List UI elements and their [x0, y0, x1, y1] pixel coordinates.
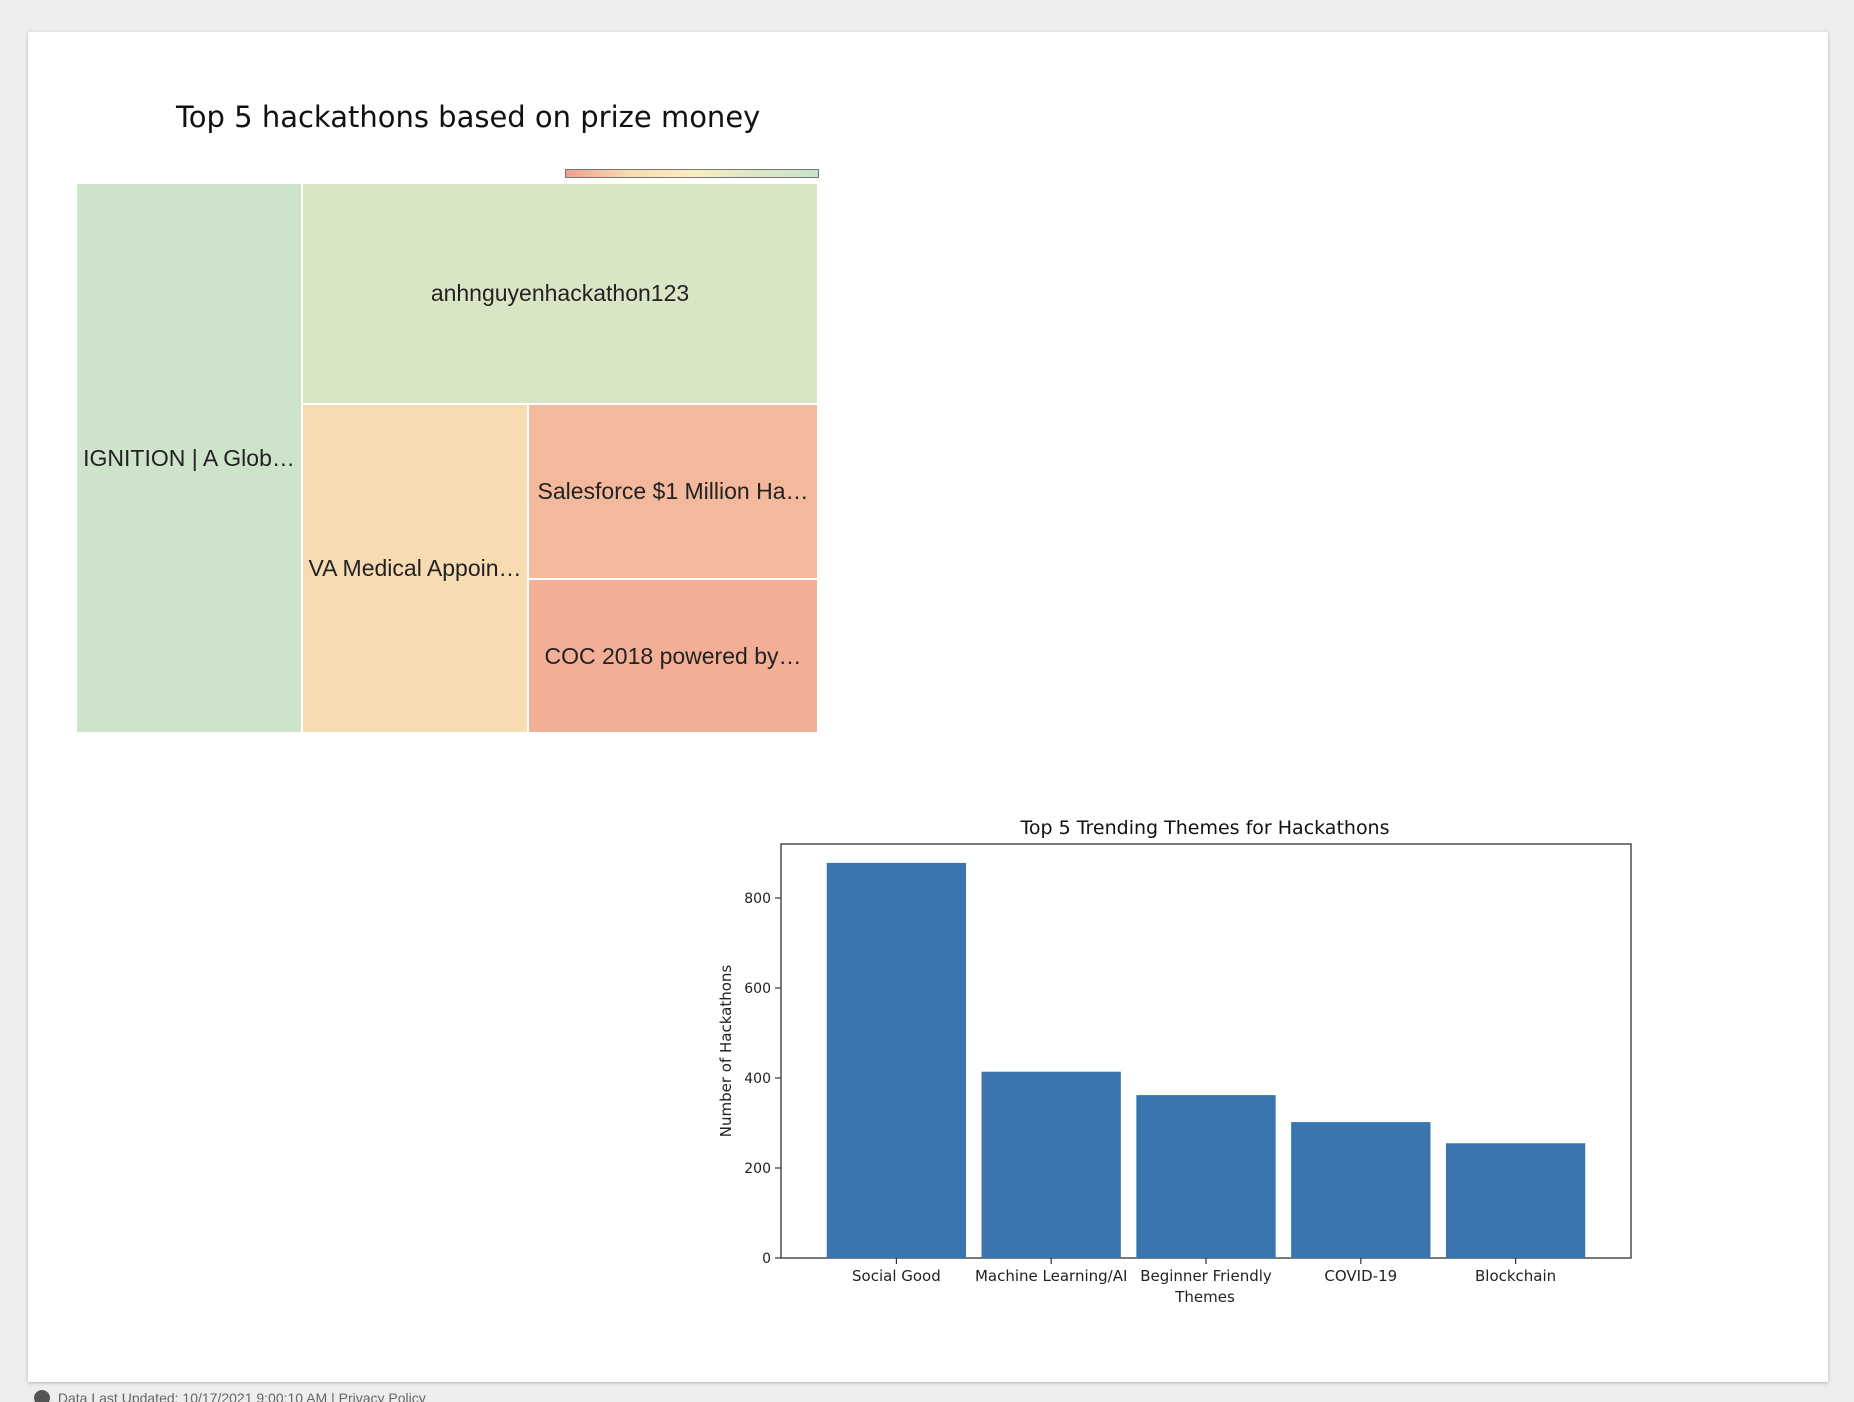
- bar-chart-title: Top 5 Trending Themes for Hackathons: [1019, 817, 1389, 839]
- y-tick-label: 800: [744, 891, 771, 907]
- bar-4[interactable]: [1445, 1143, 1586, 1258]
- x-tick-label: COVID-19: [1324, 1267, 1397, 1285]
- y-tick-label: 0: [762, 1251, 771, 1267]
- treemap-cell-anhnguyen[interactable]: anhnguyenhackathon123: [302, 183, 818, 404]
- bar-0[interactable]: [826, 862, 967, 1258]
- x-tick-label: Machine Learning/AI: [975, 1267, 1127, 1285]
- treemap-color-scale: [565, 169, 819, 178]
- bar-1[interactable]: [981, 1071, 1121, 1258]
- y-axis-label: Number of Hackathons: [717, 965, 735, 1138]
- footer-separator: |: [331, 1390, 335, 1402]
- privacy-policy-link[interactable]: Privacy Policy: [338, 1390, 426, 1402]
- footer: Data Last Updated: 10/17/2021 9:00:10 AM…: [34, 1390, 426, 1402]
- treemap-cell-va-medical[interactable]: VA Medical Appoin…: [302, 404, 528, 733]
- x-tick-label: Beginner Friendly: [1140, 1267, 1272, 1285]
- treemap-cell-coc-2018[interactable]: COC 2018 powered by…: [528, 579, 818, 733]
- bar-2[interactable]: [1136, 1095, 1276, 1258]
- treemap-cell-ignition[interactable]: IGNITION | A Glob…: [76, 183, 302, 733]
- y-tick-label: 400: [744, 1071, 771, 1087]
- y-tick-label: 200: [744, 1161, 771, 1177]
- info-icon: [34, 1390, 50, 1402]
- x-tick-label: Blockchain: [1475, 1267, 1556, 1285]
- treemap-cell-salesforce[interactable]: Salesforce $1 Million Ha…: [528, 404, 818, 579]
- x-tick-label: Social Good: [852, 1267, 941, 1285]
- footer-last-updated: Data Last Updated: 10/17/2021 9:00:10 AM: [57, 1390, 328, 1402]
- y-tick-label: 600: [744, 981, 771, 997]
- treemap-title: Top 5 hackathons based on prize money: [176, 100, 761, 134]
- bar-3[interactable]: [1291, 1122, 1431, 1258]
- x-axis-label: Themes: [1174, 1288, 1235, 1306]
